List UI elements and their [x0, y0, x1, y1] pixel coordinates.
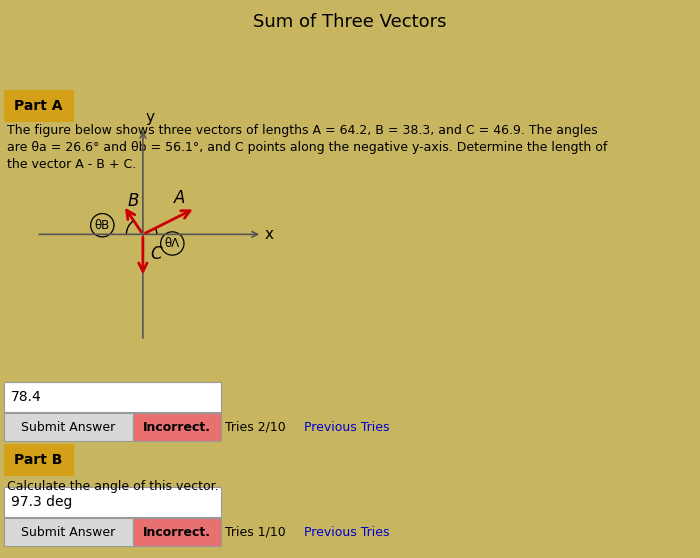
FancyBboxPatch shape [133, 518, 220, 546]
Text: Tries 1/10: Tries 1/10 [225, 526, 286, 539]
Text: y: y [146, 110, 155, 126]
FancyBboxPatch shape [4, 518, 133, 546]
Text: Previous Tries: Previous Tries [304, 421, 390, 434]
FancyBboxPatch shape [4, 444, 74, 476]
Text: Tries 2/10: Tries 2/10 [225, 421, 286, 434]
Text: A: A [174, 189, 186, 207]
FancyBboxPatch shape [4, 90, 74, 122]
Text: B: B [127, 193, 139, 210]
FancyBboxPatch shape [133, 413, 220, 441]
Text: Incorrect.: Incorrect. [142, 421, 211, 434]
Text: θΛ: θΛ [164, 237, 180, 250]
Text: θB: θB [94, 219, 110, 232]
Text: Submit Answer: Submit Answer [22, 421, 116, 434]
Text: C: C [150, 244, 162, 263]
Text: 97.3 deg: 97.3 deg [11, 495, 73, 509]
Text: Incorrect.: Incorrect. [142, 526, 211, 539]
Text: Submit Answer: Submit Answer [22, 526, 116, 539]
Text: x: x [265, 227, 274, 242]
Text: Part A: Part A [14, 99, 63, 113]
FancyBboxPatch shape [4, 487, 220, 517]
Text: Sum of Three Vectors: Sum of Three Vectors [253, 13, 447, 31]
Text: The figure below shows three vectors of lengths A = 64.2, B = 38.3, and C = 46.9: The figure below shows three vectors of … [7, 124, 598, 137]
FancyBboxPatch shape [4, 382, 220, 412]
Text: the vector A - B + C.: the vector A - B + C. [7, 158, 136, 171]
Text: Part B: Part B [14, 453, 63, 467]
Text: are θa = 26.6° and θb = 56.1°, and C points along the negative y-axis. Determine: are θa = 26.6° and θb = 56.1°, and C poi… [7, 141, 608, 154]
Text: Calculate the angle of this vector.: Calculate the angle of this vector. [7, 480, 218, 493]
Text: Previous Tries: Previous Tries [304, 526, 390, 539]
FancyBboxPatch shape [4, 413, 133, 441]
Text: 78.4: 78.4 [11, 390, 42, 404]
